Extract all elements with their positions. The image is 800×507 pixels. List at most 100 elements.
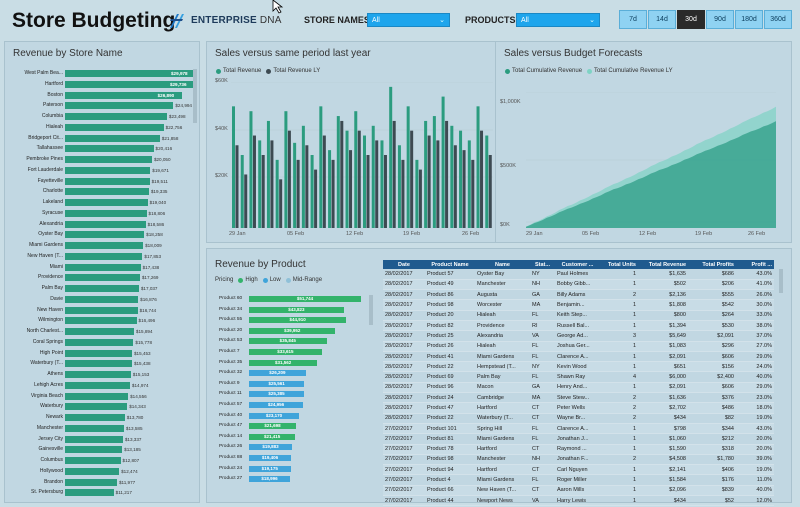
store-row[interactable]: St. Petersburg $11,217 [7, 488, 197, 497]
time-range-90d-button[interactable]: 90d [706, 10, 734, 29]
store-row[interactable]: Syracuse $18,806 [7, 209, 197, 218]
table-row[interactable]: 27/02/2017 Product 4 Miami Gardens FL Roger … [383, 474, 774, 486]
product-bar[interactable]: $35,845 [249, 338, 327, 345]
store-bar[interactable] [65, 166, 151, 174]
store-bar[interactable] [65, 220, 146, 228]
time-range-30d-button[interactable]: 30d [677, 10, 705, 29]
product-row[interactable]: Product 53 $35,845 [219, 337, 379, 345]
store-row[interactable]: Paterson $24,994 [7, 101, 197, 110]
store-bar[interactable] [65, 414, 125, 421]
time-range-7d-button[interactable]: 7d [619, 10, 647, 29]
store-bar[interactable] [65, 467, 120, 475]
column-header[interactable]: Stat... [530, 260, 555, 269]
table-scrollbar-thumb[interactable] [779, 269, 783, 293]
product-bar[interactable]: $51,744 [249, 296, 361, 302]
store-row[interactable]: Wilmington $16,496 [7, 316, 197, 325]
store-row[interactable]: Coral Springs $15,778 [7, 338, 197, 347]
store-bar[interactable] [65, 274, 140, 282]
store-row[interactable]: High Point $15,453 [7, 349, 197, 358]
product-bar[interactable]: $19,883 [249, 444, 293, 451]
store-row[interactable]: Lakeland $19,040 [7, 198, 197, 207]
product-row[interactable]: Product 40 $23,170 [219, 412, 379, 420]
product-bar[interactable]: $33,615 [249, 349, 322, 355]
store-bar[interactable] [65, 349, 132, 357]
store-bar[interactable] [65, 113, 167, 120]
product-row[interactable]: Product 57 $24,956 [219, 401, 379, 409]
table-row[interactable]: 28/02/2017 Product 49 Manchester NH Bobby Gi… [383, 279, 774, 291]
store-bar[interactable] [65, 177, 150, 185]
column-header[interactable]: Total Profits [688, 260, 736, 269]
table-row[interactable]: 28/02/2017 Product 24 Cambridge MA Steve Ste… [383, 392, 774, 404]
store-row[interactable]: Lehigh Acres $14,974 [7, 381, 197, 390]
store-row[interactable]: Waterbury $14,343 [7, 402, 197, 411]
table-row[interactable]: 28/02/2017 Product 22 Hempstead (T... NY Kev… [383, 361, 774, 373]
store-bar[interactable] [65, 295, 139, 303]
store-row[interactable]: Virginia Beach $14,556 [7, 392, 197, 401]
store-bar[interactable] [65, 80, 194, 88]
store-row[interactable]: Oyster Bay $18,258 [7, 230, 197, 239]
product-row[interactable]: Product 27 $18,996 [219, 475, 379, 483]
table-row[interactable]: 28/02/2017 Product 86 Augusta GA Billy Adams… [383, 289, 774, 301]
product-bar[interactable]: $21,698 [249, 423, 296, 430]
store-row[interactable]: Charlotte $19,335 [7, 187, 197, 196]
product-bar[interactable]: $25,385 [249, 391, 304, 398]
products-dropdown[interactable]: All ⌄ [516, 13, 600, 27]
store-bar[interactable] [65, 381, 130, 389]
product-row[interactable]: Product 35 $31,562 [219, 359, 379, 367]
store-bar[interactable] [65, 123, 164, 131]
store-row[interactable]: Palm Bay $17,037 [7, 284, 197, 293]
product-row[interactable]: Product 9 $25,561 [219, 380, 379, 388]
time-range-360d-button[interactable]: 360d [764, 10, 792, 29]
table-row[interactable]: 27/02/2017 Product 81 Miami Gardens FL Jonat… [383, 433, 774, 445]
table-row[interactable]: 28/02/2017 Product 20 Hialeah FL Keith Step.… [383, 310, 774, 321]
store-bar[interactable] [65, 489, 114, 497]
store-row[interactable]: Pembroke Pines $20,050 [7, 155, 197, 164]
table-row[interactable]: 28/02/2017 Product 57 Oyster Bay NY Paul Hol… [383, 269, 774, 280]
store-bar[interactable] [65, 360, 132, 368]
product-bar[interactable]: $21,415 [249, 433, 296, 440]
store-row[interactable]: Waterbury (T... $15,438 [7, 359, 197, 368]
store-row[interactable]: Columbus $12,807 [7, 456, 197, 465]
table-row[interactable]: 28/02/2017 Product 96 Macon GA Henry And... 1… [383, 382, 774, 394]
store-bar[interactable] [65, 156, 152, 163]
store-row[interactable]: Tallahassee $20,416 [7, 144, 197, 153]
product-bar[interactable]: $23,170 [249, 412, 300, 419]
store-row[interactable]: Newark $13,780 [7, 413, 197, 422]
table-row[interactable]: 28/02/2017 Product 25 Alexandria VA George A… [383, 330, 774, 342]
store-names-dropdown[interactable]: All ⌄ [367, 13, 450, 27]
store-row[interactable]: West Palm Bea... $29,978 [7, 69, 197, 78]
store-row[interactable]: Boston $26,890 [7, 91, 197, 100]
store-bar[interactable] [65, 317, 137, 325]
time-range-14d-button[interactable]: 14d [648, 10, 676, 29]
column-header[interactable]: Date [383, 260, 425, 269]
store-row[interactable]: New Haven (T... $17,853 [7, 252, 197, 261]
store-bar[interactable] [65, 328, 134, 335]
table-row[interactable]: 28/02/2017 Product 82 Providence RI Russell … [383, 320, 774, 332]
table-row[interactable]: 28/02/2017 Product 22 Waterbury (T... CT Way… [383, 413, 774, 424]
table-row[interactable]: 27/02/2017 Product 98 Manchester NH Jonathan… [383, 454, 774, 466]
store-row[interactable]: Bridgeport Cit... $21,858 [7, 134, 197, 143]
store-bar[interactable] [65, 306, 138, 314]
store-bar[interactable] [65, 392, 129, 400]
product-row[interactable]: Product 88 $19,406 [219, 454, 379, 462]
store-bar[interactable] [65, 371, 131, 378]
table-row[interactable]: 27/02/2017 Product 66 New Haven (T... CT Aar… [383, 485, 774, 497]
store-bar[interactable] [65, 188, 149, 196]
store-bar[interactable] [65, 424, 124, 432]
product-row[interactable]: Product 26 $19,883 [219, 443, 379, 451]
store-bar[interactable] [65, 457, 121, 464]
store-row[interactable]: Miami $17,438 [7, 263, 197, 272]
store-row[interactable]: Davie $16,876 [7, 295, 197, 304]
product-row[interactable]: Product 20 $39,952 [219, 327, 379, 335]
store-bar[interactable] [65, 70, 195, 77]
store-bar[interactable] [65, 446, 123, 454]
store-row[interactable]: Hartford $29,736 [7, 80, 197, 89]
table-row[interactable]: 27/02/2017 Product 94 Hartford CT Carl Nguye… [383, 464, 774, 476]
table-row[interactable]: 27/02/2017 Product 101 Spring Hill FL Claren… [383, 423, 774, 435]
store-bar[interactable] [65, 91, 182, 99]
table-row[interactable]: 27/02/2017 Product 78 Hartford CT Raymond ..… [383, 444, 774, 455]
store-bar[interactable] [65, 199, 148, 206]
column-header[interactable]: Product Name [425, 260, 475, 269]
product-bar[interactable]: $26,209 [249, 370, 306, 377]
